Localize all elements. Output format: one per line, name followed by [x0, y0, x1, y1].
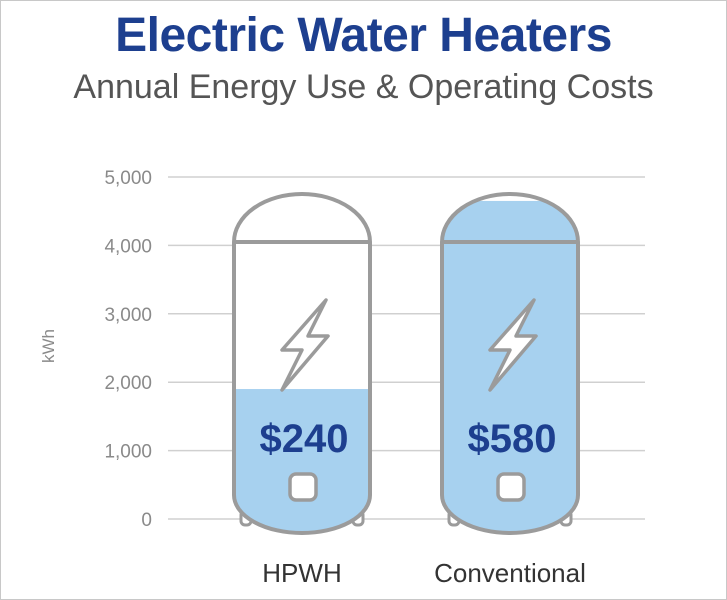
tank-fill-bar — [442, 200, 578, 533]
y-tick-label: 0 — [141, 510, 152, 531]
tanks: $240 $580 — [232, 192, 580, 535]
lightning-bolt-icon — [488, 298, 538, 392]
y-tick-label: 2,000 — [104, 373, 152, 394]
category-label: Conventional — [434, 558, 586, 588]
y-tick-label: 5,000 — [104, 168, 152, 189]
y-axis-ticks: 0 1,000 2,000 3,000 4,000 5,000 — [104, 168, 152, 531]
tank-outline — [440, 192, 580, 535]
lightning-bolt-icon — [280, 298, 330, 392]
y-tick-label: 3,000 — [104, 305, 152, 326]
drain-valve-icon — [496, 472, 526, 502]
cost-label: $580 — [468, 417, 557, 461]
tank-fill-bar — [234, 389, 370, 533]
x-axis-categories: HPWH Conventional — [262, 558, 586, 588]
y-tick-label: 4,000 — [104, 236, 152, 257]
chart-subtitle: Annual Energy Use & Operating Costs — [73, 68, 654, 106]
tank-conventional: $580 — [440, 192, 580, 535]
y-axis-label: kWh — [39, 329, 58, 363]
y-tick-label: 1,000 — [104, 442, 152, 463]
drain-valve-icon — [288, 472, 318, 502]
tank-outline — [232, 192, 372, 535]
category-label: HPWH — [262, 558, 341, 588]
tank-hpwh: $240 — [232, 192, 372, 535]
chart-title: Electric Water Heaters — [115, 9, 612, 62]
cost-label: $240 — [260, 417, 349, 461]
